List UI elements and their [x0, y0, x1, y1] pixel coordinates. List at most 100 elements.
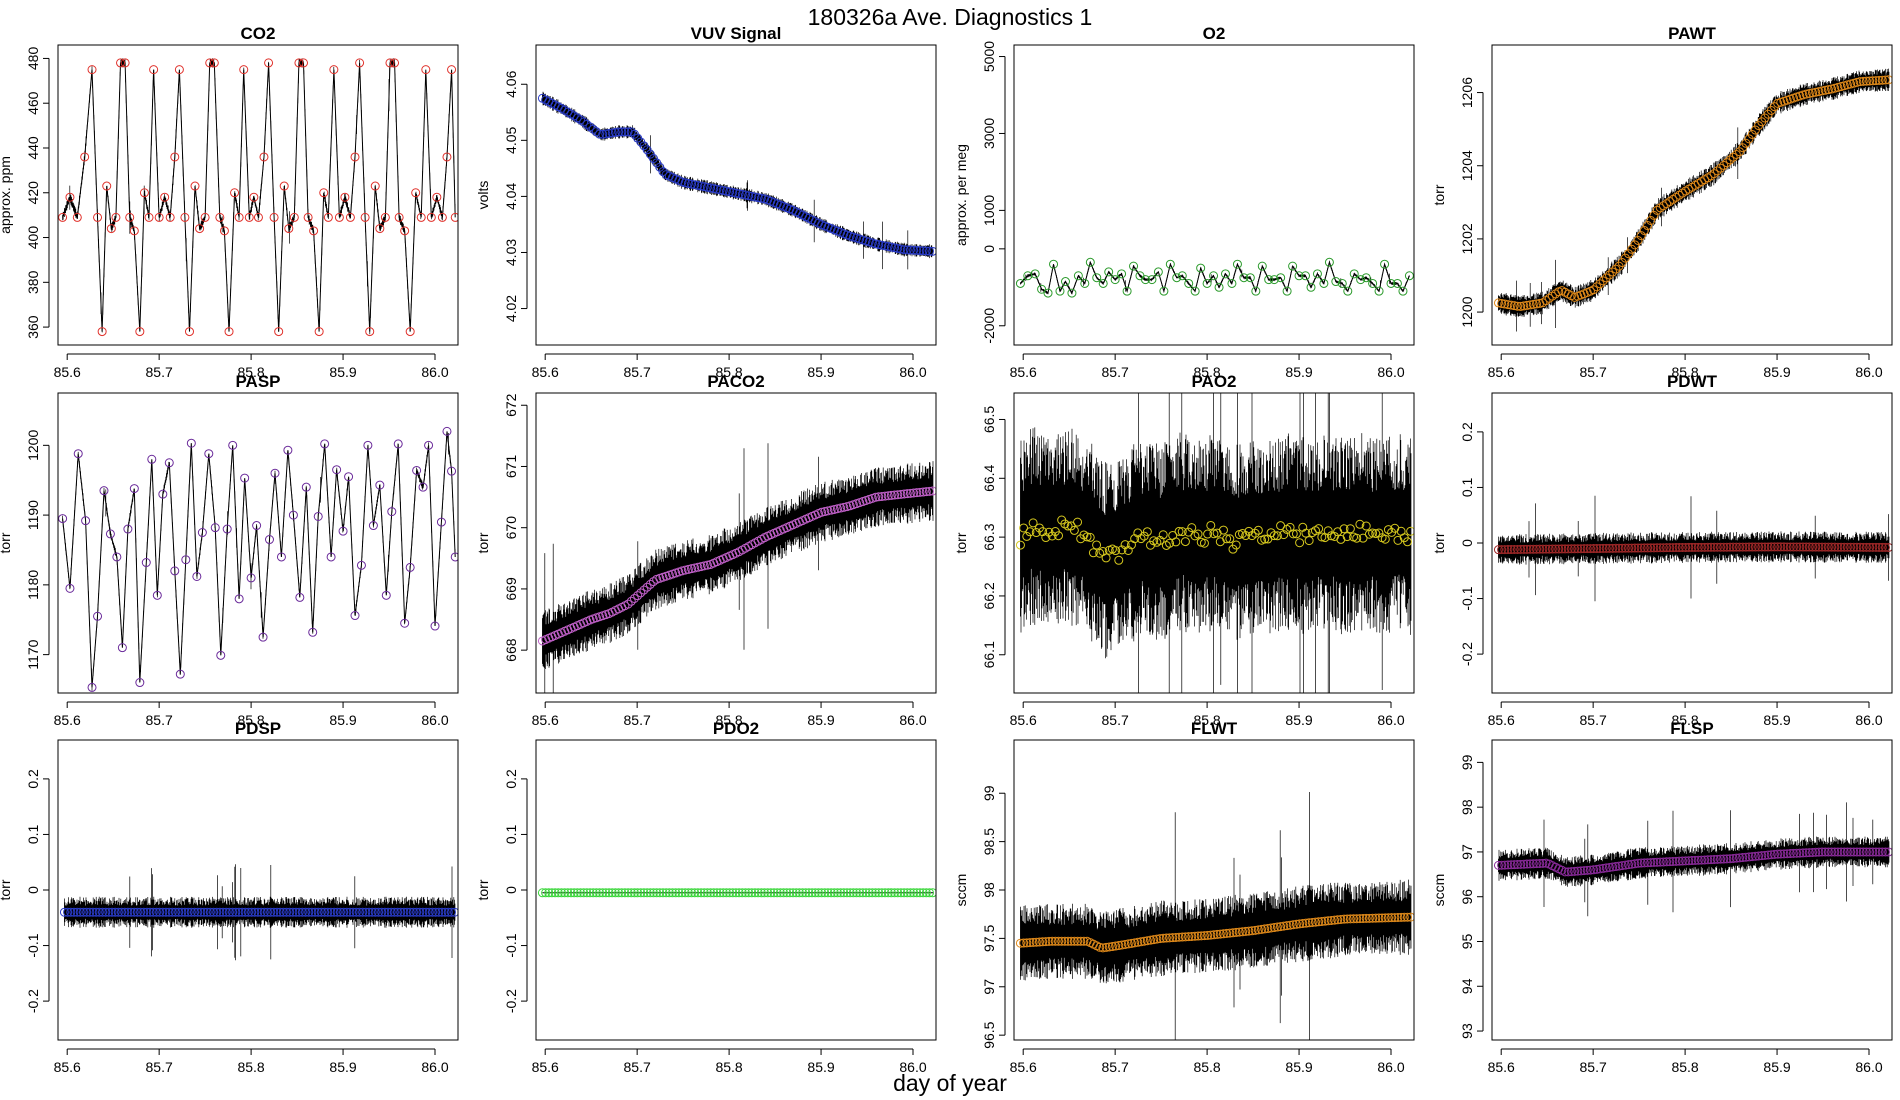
data-point [1712, 166, 1722, 176]
plot-frame [1491, 392, 1893, 694]
data-point [113, 907, 123, 917]
data-point [442, 152, 452, 162]
data-point [1122, 286, 1132, 296]
data-point [617, 888, 627, 898]
plot-frame [57, 739, 459, 1041]
data-point [1820, 85, 1830, 95]
data-point [82, 907, 92, 917]
data-point [598, 129, 608, 139]
plot-frame [1013, 392, 1415, 694]
data-point [918, 246, 928, 256]
data-point [342, 907, 352, 917]
data-point [1404, 271, 1414, 281]
y-tick-label: 360 [25, 315, 41, 339]
data-point [1554, 544, 1564, 554]
data-point [355, 58, 365, 68]
data-point [288, 907, 298, 917]
data-point [380, 212, 390, 222]
data-point [1604, 543, 1614, 553]
data-point [1665, 543, 1675, 553]
data-point [1187, 523, 1197, 533]
data-point [1579, 544, 1589, 554]
plot-area [537, 91, 936, 270]
x-tick-label: 86.0 [899, 1059, 926, 1075]
data-point [709, 184, 719, 194]
data-point [258, 632, 268, 642]
data-point [135, 327, 145, 337]
chart-title: PAWT [1668, 24, 1716, 43]
data-point [744, 888, 754, 898]
data-point [1595, 543, 1605, 553]
data-point [1331, 277, 1341, 287]
data-point [1573, 544, 1583, 554]
data-point [1073, 271, 1083, 281]
data-point [915, 246, 925, 256]
data-point [1547, 544, 1557, 554]
data-point [699, 561, 709, 571]
data-point [1374, 913, 1384, 923]
data-point [1028, 518, 1038, 528]
data-point [151, 907, 161, 917]
data-point [1535, 544, 1545, 554]
data-point [350, 152, 360, 162]
data-point [385, 58, 395, 68]
data-point [642, 582, 652, 592]
data-point [326, 907, 336, 917]
data-point [1684, 856, 1694, 866]
data-point [1349, 914, 1359, 924]
data-point [1658, 857, 1668, 867]
data-point [1512, 301, 1522, 311]
data-point [145, 907, 155, 917]
data-point [1858, 847, 1868, 857]
x-tick-label: 86.0 [1377, 364, 1404, 380]
data-point [893, 490, 903, 500]
data-point [813, 888, 823, 898]
plot-area [1493, 495, 1892, 602]
data-point [1339, 524, 1349, 534]
data-point [1788, 848, 1798, 858]
data-point [1817, 847, 1827, 857]
data-point [190, 181, 200, 191]
data-point [690, 888, 700, 898]
data-point [601, 888, 611, 898]
data-point [687, 888, 697, 898]
data-point [381, 590, 391, 600]
data-point [1279, 921, 1289, 931]
y-tick-label: 0 [25, 886, 41, 894]
data-point [1731, 149, 1741, 159]
data-point [1728, 542, 1738, 552]
chart-paco2: PACO2 torr 85.6 85.7 85.8 85.9 86.0 668 669 670 67… [475, 372, 937, 728]
data-point [418, 907, 428, 917]
series-line [62, 431, 456, 688]
data-point [1133, 937, 1143, 947]
data-point [1500, 299, 1510, 309]
data-point [1811, 542, 1821, 552]
data-point [563, 888, 573, 898]
data-point [181, 555, 191, 565]
data-point [1792, 542, 1802, 552]
data-point [1779, 542, 1789, 552]
data-point [1690, 542, 1700, 552]
plot-area [1493, 68, 1892, 332]
data-point [1257, 261, 1267, 271]
data-point [91, 907, 101, 917]
data-point [750, 192, 760, 202]
data-point [1326, 915, 1336, 925]
data-point [1390, 913, 1400, 923]
data-point [1049, 259, 1059, 269]
data-point [1285, 920, 1295, 930]
data-point [1383, 525, 1393, 535]
data-point [412, 465, 422, 475]
data-point [158, 907, 168, 917]
data-point [1541, 544, 1551, 554]
data-point [1336, 914, 1346, 924]
data-point [1551, 544, 1561, 554]
data-point [899, 245, 909, 255]
data-point [1506, 860, 1516, 870]
data-point [1312, 269, 1322, 279]
data-point [924, 888, 934, 898]
data-point [231, 907, 241, 917]
data-point [928, 246, 936, 256]
data-point [1380, 534, 1390, 544]
y-axis-label: approx. per meg [953, 144, 969, 246]
